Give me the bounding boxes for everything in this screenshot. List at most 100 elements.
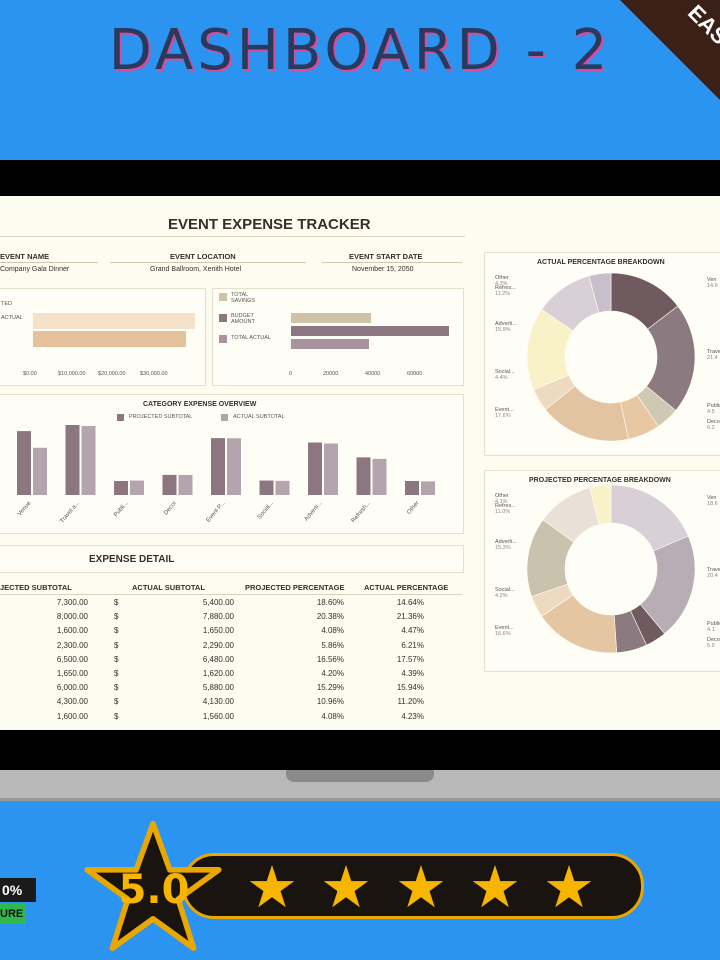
- actual-pie-title: ACTUAL PERCENTAGE BREAKDOWN: [537, 259, 665, 266]
- pie-label-pct: 6.2: [707, 425, 715, 431]
- table-cell: 8,000.00: [56, 612, 88, 622]
- bar-actual: [421, 481, 435, 495]
- laptop-notch: [286, 770, 434, 782]
- pie-label-left: Other 4.1%: [495, 493, 509, 505]
- star-icon: ★: [320, 855, 372, 920]
- bar-actual: [324, 443, 338, 495]
- tick-label: 40000: [365, 371, 381, 377]
- event-name-value[interactable]: Company Gala Dinner: [0, 266, 70, 273]
- pie-slice-8: [588, 272, 612, 313]
- category-bar-chart: Venue Travel a... Publi... Decor Event P... S…: [17, 425, 435, 525]
- bar-projected: [114, 481, 128, 495]
- legend-swatch: [219, 293, 227, 301]
- bar-actual: [33, 447, 47, 495]
- rating-star-badge: [84, 820, 222, 951]
- projected-pie-panel: PROJECTED PERCENTAGE BREAKDOWN Other 4.1%…: [484, 470, 720, 672]
- table-cell: 4.47%: [401, 626, 424, 636]
- legend-swatch: [117, 414, 124, 421]
- pie-label-name: Social...: [495, 587, 515, 593]
- totals-label-projected: TED: [1, 301, 12, 307]
- pie-label-name: Ven: [707, 277, 717, 283]
- legend-swatch: [219, 335, 227, 343]
- rating-pill: [182, 853, 644, 919]
- table-cell: 4.39%: [401, 669, 424, 678]
- event-start-label: EVENT START DATE: [349, 252, 423, 261]
- field-line: [110, 262, 306, 263]
- dashboard-screen: EVENT EXPENSE TRACKER EVENT NAME Company…: [0, 196, 720, 730]
- table-divider: [0, 594, 462, 595]
- star-icon: ★: [395, 855, 447, 920]
- table-cell: 15.94%: [396, 683, 424, 693]
- bar-actual: [275, 480, 290, 495]
- bar-projected: [17, 431, 31, 495]
- table-row: 6,000.00 $5,880.00 15.29% 15.94%: [0, 681, 462, 695]
- currency-symbol: $: [114, 697, 119, 707]
- table-cell: 2,300.00: [56, 640, 88, 650]
- col-actual-subtotal: ACTUAL SUBTOTAL: [132, 583, 205, 592]
- pie-label-name: Travel: [707, 349, 720, 355]
- bar-actual: [81, 426, 96, 495]
- pie-label-pct: 18.6: [707, 501, 718, 507]
- bar-projected: [211, 438, 225, 495]
- pie-slice-8: [589, 484, 612, 525]
- table-cell: 4,130.00: [202, 697, 234, 707]
- table-cell: 20.38%: [316, 612, 344, 622]
- pie-label-name: Ven: [707, 495, 717, 501]
- pie-label-pct: 4.5: [707, 409, 715, 415]
- table-cell: 21.36%: [396, 612, 424, 622]
- tick-label: 60000: [407, 371, 423, 377]
- table-cell: 4,300.00: [56, 697, 88, 707]
- legend-swatch: [219, 314, 227, 322]
- tick-label: $0.00: [23, 371, 37, 377]
- pie-label-left: Event... 17.6%: [495, 407, 514, 419]
- category-tick-label: Travel a...: [59, 500, 81, 524]
- table-cell: 5,880.00: [202, 683, 234, 693]
- pie-label-right: Travel21.4: [707, 349, 720, 361]
- pie-label-right: Ven 18.6: [707, 495, 718, 507]
- table-row: 8,000.00 $7,880.00 20.38% 21.36%: [0, 610, 462, 624]
- table-cell: 2,290.00: [202, 640, 234, 650]
- table-row: 6,500.00 $6,480.00 16.56% 17.57%: [0, 653, 462, 667]
- pie-label-name: Decor: [707, 419, 720, 425]
- pie-label-name: Event...: [495, 625, 514, 631]
- totals-label-actual: ACTUAL: [1, 315, 23, 321]
- legend-actual: ACTUAL SUBTOTAL: [233, 414, 285, 420]
- table-cell: 18.60%: [316, 598, 344, 607]
- table-cell: 5.86%: [321, 640, 344, 650]
- pie-label-name: Other: [495, 493, 509, 499]
- pie-label-left: Social... 4.4%: [495, 369, 515, 381]
- event-name-label: EVENT NAME: [0, 252, 50, 261]
- table-row: 7,300.00 $5,400.00 18.60% 14.64%: [0, 596, 462, 610]
- pie-label-name: Other: [495, 275, 509, 281]
- legend-savings: TOTAL SAVINGS: [231, 292, 255, 304]
- event-start-value[interactable]: November 15, 2050: [352, 266, 414, 273]
- col-actual-pct: ACTUAL PERCENTAGE: [364, 583, 449, 592]
- projected-pie-title: PROJECTED PERCENTAGE BREAKDOWN: [529, 477, 671, 484]
- table-cell: 14.64%: [396, 598, 424, 607]
- pie-label-name: Public: [707, 621, 720, 627]
- totals-bar-projected: [33, 313, 195, 329]
- event-location-value[interactable]: Grand Ballroom, Xenith Hotel: [150, 266, 242, 273]
- event-location-label: EVENT LOCATION: [170, 252, 236, 261]
- expense-detail-header: EXPENSE DETAIL: [0, 545, 464, 573]
- pie-label-right: Ven 14.6: [707, 277, 718, 289]
- pie-label-pct: 21.4: [707, 355, 718, 361]
- table-row: 1,600.00 $1,560.00 4.08% 4.23%: [0, 710, 462, 724]
- table-cell: 1,620.00: [202, 669, 234, 678]
- bar-actual: [372, 458, 387, 495]
- table-row: 4,300.00 $4,130.00 10.96% 11.20%: [0, 695, 462, 709]
- pie-label-pct: 4.1: [707, 627, 715, 633]
- pie-label-name: Social...: [495, 369, 515, 375]
- title-divider: [0, 236, 465, 237]
- table-cell: 1,600.00: [56, 711, 88, 721]
- currency-symbol: $: [114, 640, 119, 650]
- projected-pie-chart: [526, 484, 696, 654]
- pie-label-pct: 4.2%: [495, 593, 508, 599]
- budget-bar-savings: [291, 313, 371, 323]
- pie-label-left: Other 4.2%: [495, 275, 509, 287]
- table-cell: 10.96%: [316, 697, 344, 707]
- table-cell: 6.21%: [401, 640, 424, 650]
- table-cell: 6,500.00: [56, 654, 88, 664]
- totals-chart-panel: TED ACTUAL $0.00 $10,000.00 $20,000.00 $…: [0, 288, 206, 386]
- table-row: 2,300.00 $2,290.00 5.86% 6.21%: [0, 639, 462, 653]
